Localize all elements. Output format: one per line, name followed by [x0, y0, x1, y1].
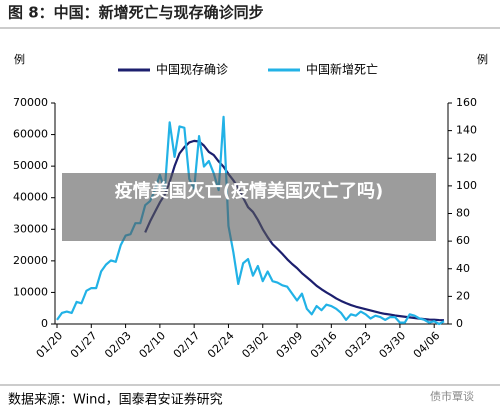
y-tick-label: 0	[41, 317, 48, 330]
chart-title: 图 8：中国：新增死亡与现存确诊同步	[8, 4, 264, 22]
y2-tick-label: 80	[456, 207, 470, 220]
y2-tick-label: 100	[456, 179, 477, 192]
legend-label: 中国现存确诊	[156, 62, 228, 77]
y2-tick-label: 0	[456, 317, 463, 330]
x-tick-label: 03/02	[239, 329, 271, 361]
x-tick-label: 04/06	[411, 329, 443, 361]
x-tick-label: 03/09	[274, 329, 306, 361]
y2-axis-label: 例	[477, 52, 488, 66]
y-tick-label: 20000	[13, 254, 48, 267]
legend-label: 中国新增死亡	[306, 62, 378, 77]
y-tick-label: 60000	[13, 128, 48, 141]
x-tick-label: 03/23	[342, 329, 374, 361]
x-tick-label: 02/03	[102, 329, 134, 361]
x-tick-label: 02/10	[137, 329, 169, 361]
x-tick-label: 03/16	[308, 329, 340, 361]
y-tick-label: 40000	[13, 191, 48, 204]
source: 数据来源：Wind，国泰君安证券研究	[8, 392, 223, 408]
y-tick-label: 30000	[13, 222, 48, 235]
series-line	[56, 115, 445, 326]
y2-tick-label: 160	[456, 96, 477, 109]
x-tick-label: 02/24	[205, 329, 237, 361]
y-axis-label: 例	[14, 52, 25, 66]
y2-tick-label: 20	[456, 289, 470, 302]
y2-tick-label: 120	[456, 151, 477, 164]
y2-tick-label: 60	[456, 234, 470, 247]
y-tick-label: 10000	[13, 285, 48, 298]
series-line	[144, 139, 445, 322]
overlay-banner: 疫情美国灭亡(疫情美国灭亡了吗)	[62, 173, 436, 241]
x-tick-label: 01/20	[34, 329, 66, 361]
x-tick-label: 03/30	[377, 329, 409, 361]
x-tick-label: 01/27	[68, 329, 100, 361]
y2-tick-label: 40	[456, 262, 470, 275]
y-tick-label: 70000	[13, 96, 48, 109]
watermark: 债市覃谈	[430, 389, 474, 403]
y-tick-label: 50000	[13, 159, 48, 172]
x-tick-label: 02/17	[171, 329, 203, 361]
y2-tick-label: 140	[456, 124, 477, 137]
